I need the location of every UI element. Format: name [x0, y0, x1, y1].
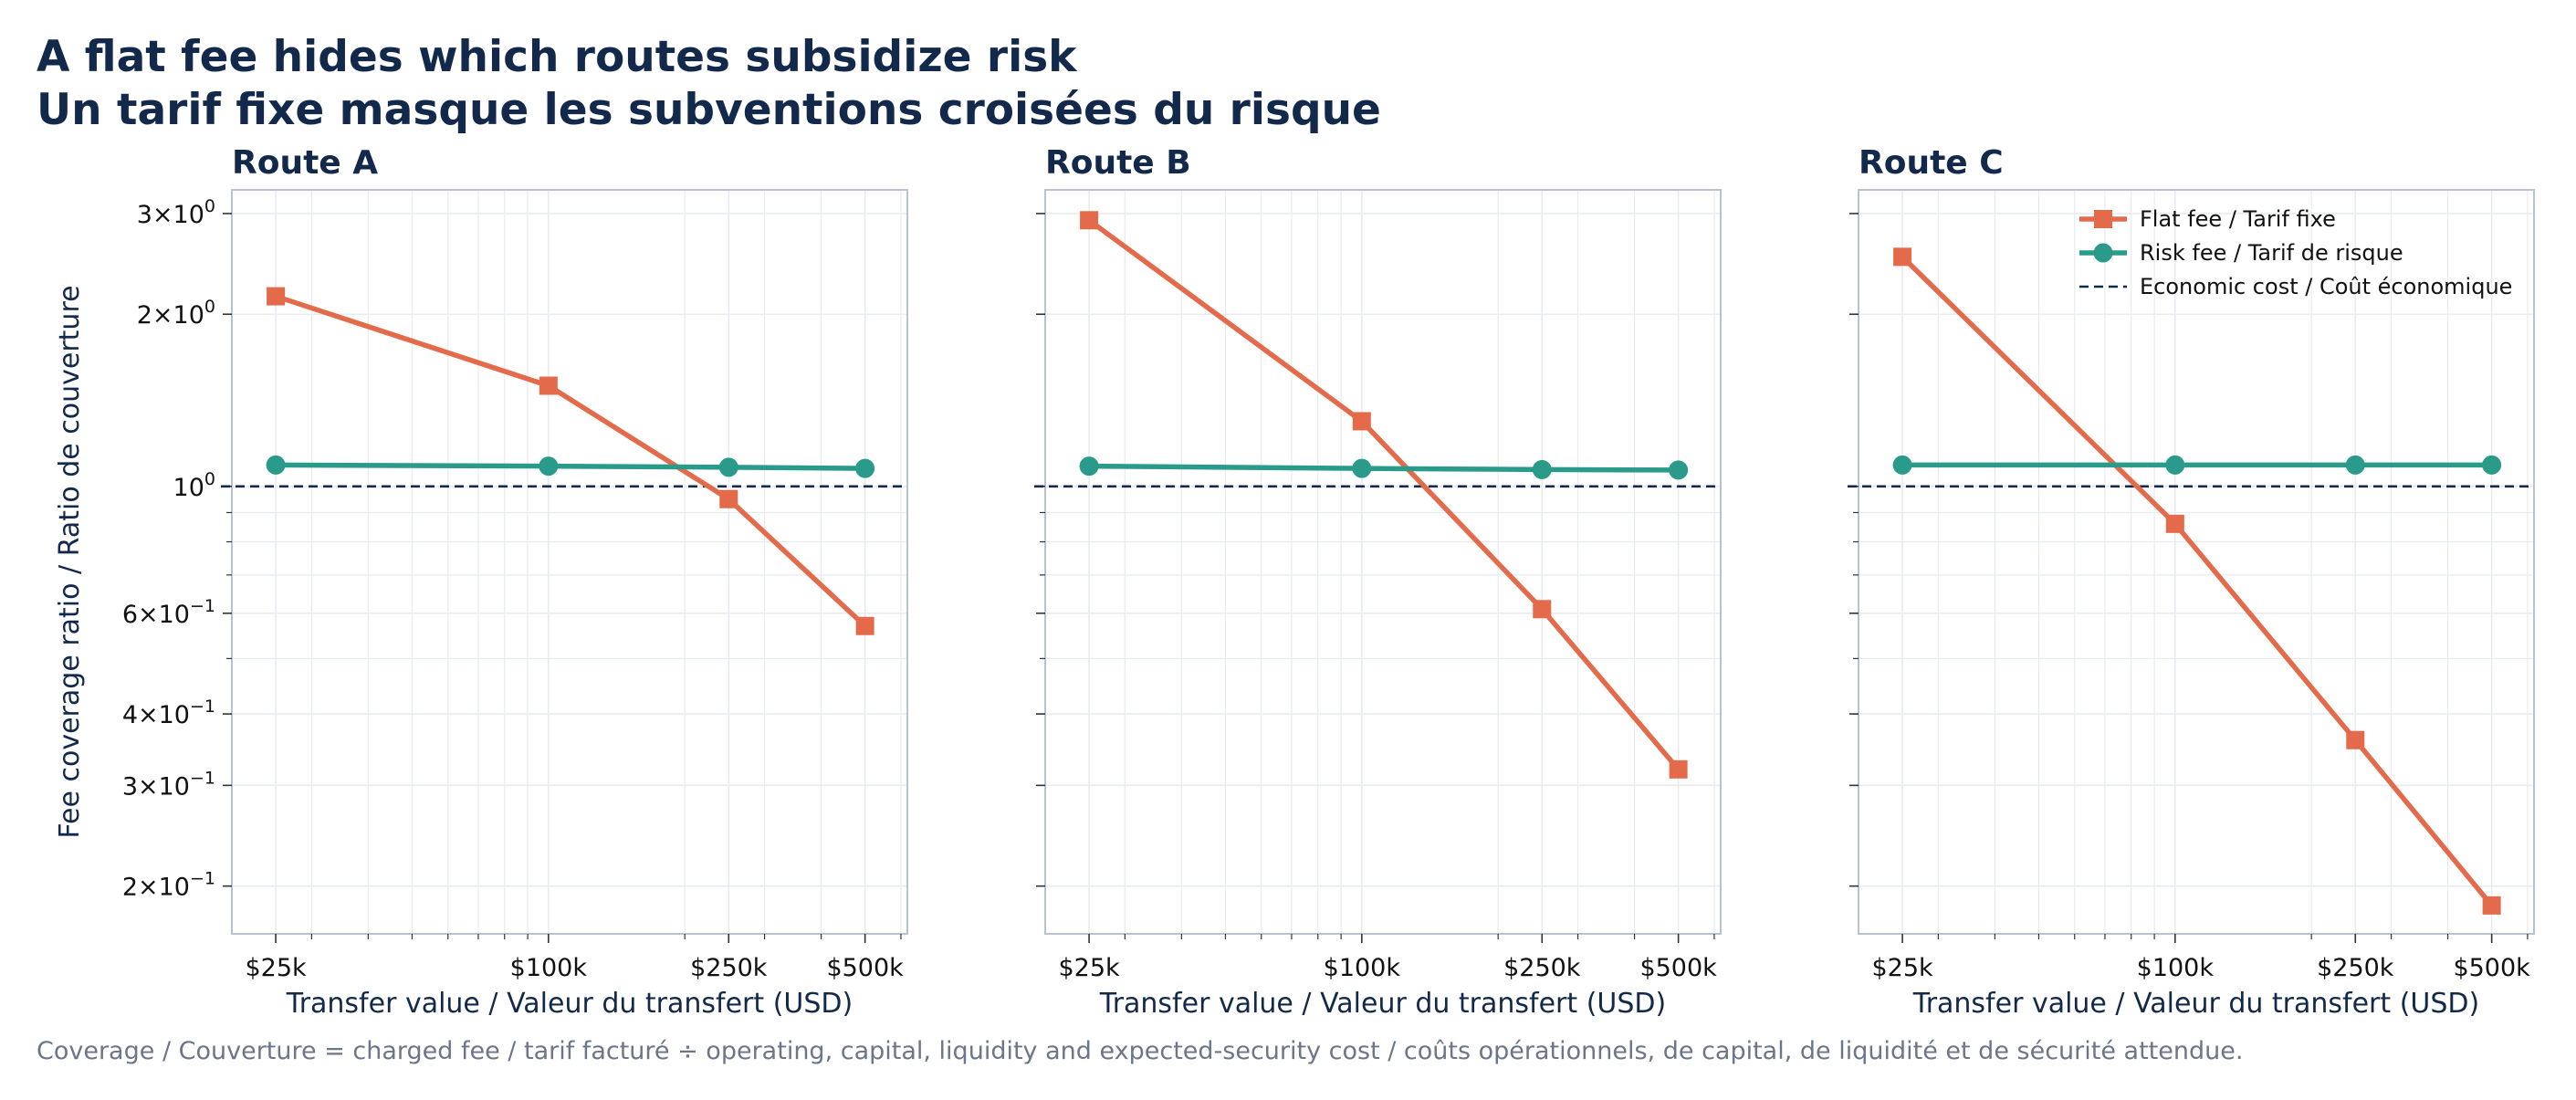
- x-tick-label: $250k: [1503, 954, 1581, 982]
- legend-flat-marker: [2094, 210, 2112, 228]
- risk-fee-point: [2345, 455, 2365, 475]
- y-tick-times: ×: [138, 874, 159, 902]
- panel-title: Route B: [1045, 144, 1191, 182]
- risk-fee-point: [1669, 460, 1689, 480]
- x-tick-label: $25k: [1058, 954, 1120, 982]
- y-tick-exponent: −1: [190, 596, 215, 616]
- chart-title: A flat fee hides which routes subsidize …: [37, 32, 1078, 82]
- y-tick-label: 2×10−1: [122, 869, 215, 902]
- y-tick-times: ×: [152, 301, 173, 330]
- y-tick-mantissa: 3: [122, 772, 138, 801]
- flat-fee-point: [1893, 247, 1912, 267]
- flat-fee-point: [1669, 760, 1688, 779]
- y-tick-label: 3×100: [137, 196, 215, 229]
- y-tick-mantissa: 3: [137, 201, 152, 229]
- y-tick-exponent: 0: [204, 196, 215, 216]
- risk-fee-line: [1089, 463, 1679, 473]
- panel-frame: [1858, 189, 2535, 935]
- risk-fee-point: [539, 456, 559, 477]
- flat-fee-point: [2165, 514, 2184, 533]
- y-tick-exponent: −1: [190, 869, 215, 889]
- y-tick-base: 10: [173, 201, 204, 229]
- legend-flat-label: Flat fee / Tarif fixe: [2140, 206, 2336, 232]
- x-axis-label: Transfer value / Valeur du transfert (US…: [286, 988, 853, 1020]
- y-tick-mantissa: 4: [122, 701, 138, 729]
- y-tick-label: 2×100: [137, 297, 215, 330]
- y-tick-label: 3×10−1: [122, 768, 215, 801]
- y-tick-exponent: 0: [204, 469, 215, 489]
- flat-fee-point: [267, 287, 286, 306]
- flat-fee-point: [1533, 600, 1552, 619]
- x-tick-label: $500k: [826, 954, 904, 982]
- panel-title: Route C: [1859, 144, 2004, 182]
- legend: Flat fee / Tarif fixe Risk fee / Tarif de…: [2079, 206, 2512, 299]
- x-axis-label: Transfer value / Valeur du transfert (US…: [1099, 988, 1666, 1020]
- panel-2: Route C $25k $100k $250k $500k Transfer value…: [1848, 144, 2535, 1020]
- y-tick-base: 10: [159, 874, 190, 902]
- risk-fee-point: [2482, 455, 2502, 475]
- flat-fee-line: [1901, 255, 2494, 907]
- y-tick-base: 10: [159, 701, 190, 729]
- y-tick-label: 100: [173, 469, 215, 502]
- panel-1: Route B $25k $100k $250k $500k Transfer value…: [1034, 144, 1722, 1020]
- flat-fee-line: [275, 293, 867, 628]
- y-tick-base: 10: [159, 772, 190, 801]
- x-tick-label: $100k: [2137, 954, 2215, 982]
- legend-risk-marker: [2093, 243, 2113, 263]
- panels: Route A $25k $100k $250k $500k Transfer value…: [54, 144, 2535, 1020]
- y-axis-label: Fee coverage ratio / Ratio de couverture: [54, 285, 86, 838]
- risk-fee-point: [2165, 455, 2185, 475]
- y-tick-times: ×: [138, 701, 159, 729]
- y-tick-times: ×: [138, 601, 159, 629]
- risk-fee-point: [1892, 455, 1912, 475]
- y-tick-times: ×: [152, 201, 173, 229]
- flat-fee-line: [1087, 218, 1681, 771]
- x-tick-label: $500k: [2453, 954, 2530, 982]
- x-tick-label: $100k: [510, 954, 588, 982]
- flat-fee-point: [1080, 211, 1099, 230]
- flat-fee-point: [1352, 412, 1371, 431]
- legend-risk-label: Risk fee / Tarif de risque: [2140, 240, 2403, 266]
- y-tick-exponent: −1: [190, 768, 215, 788]
- risk-fee-point: [266, 455, 286, 475]
- risk-fee-point: [1532, 459, 1552, 479]
- risk-fee-point: [855, 458, 875, 478]
- flat-fee-point: [2346, 730, 2365, 749]
- chart-caption: Coverage / Couverture = charged fee / ta…: [37, 1037, 2243, 1065]
- y-tick-label: 6×10−1: [122, 596, 215, 629]
- y-tick-base: 10: [173, 301, 204, 330]
- chart-subtitle: Un tarif fixe masque les subventions cro…: [37, 85, 1381, 135]
- legend-economic-label: Economic cost / Coût économique: [2140, 274, 2512, 299]
- x-axis-label: Transfer value / Valeur du transfert (US…: [1912, 988, 2479, 1020]
- x-tick-label: $25k: [245, 954, 307, 982]
- panel-frame: [231, 189, 908, 935]
- risk-fee-point: [1079, 456, 1099, 477]
- risk-fee-point: [1352, 458, 1372, 478]
- panel-title: Route A: [232, 144, 378, 182]
- flat-fee-point: [719, 489, 738, 508]
- y-tick-exponent: 0: [204, 297, 215, 317]
- y-tick-base: 10: [159, 601, 190, 629]
- y-tick-base: 10: [173, 474, 204, 502]
- x-tick-label: $100k: [1324, 954, 1401, 982]
- flat-fee-point: [2482, 896, 2501, 915]
- x-tick-label: $500k: [1639, 954, 1717, 982]
- panel-0: Route A $25k $100k $250k $500k Transfer value…: [122, 144, 908, 1020]
- y-tick-mantissa: 2: [137, 301, 152, 330]
- panel-frame: [1044, 189, 1722, 935]
- flat-fee-point: [855, 616, 874, 635]
- y-tick-label: 4×10−1: [122, 697, 215, 729]
- risk-fee-point: [718, 457, 738, 477]
- x-tick-label: $250k: [2317, 954, 2394, 982]
- x-tick-label: $25k: [1872, 954, 1934, 982]
- risk-fee-line: [276, 462, 865, 471]
- y-tick-mantissa: 6: [122, 601, 138, 629]
- y-tick-times: ×: [138, 772, 159, 801]
- x-tick-label: $250k: [690, 954, 768, 982]
- y-tick-mantissa: 2: [122, 874, 138, 902]
- flat-fee-point: [539, 376, 558, 395]
- y-tick-exponent: −1: [190, 697, 215, 717]
